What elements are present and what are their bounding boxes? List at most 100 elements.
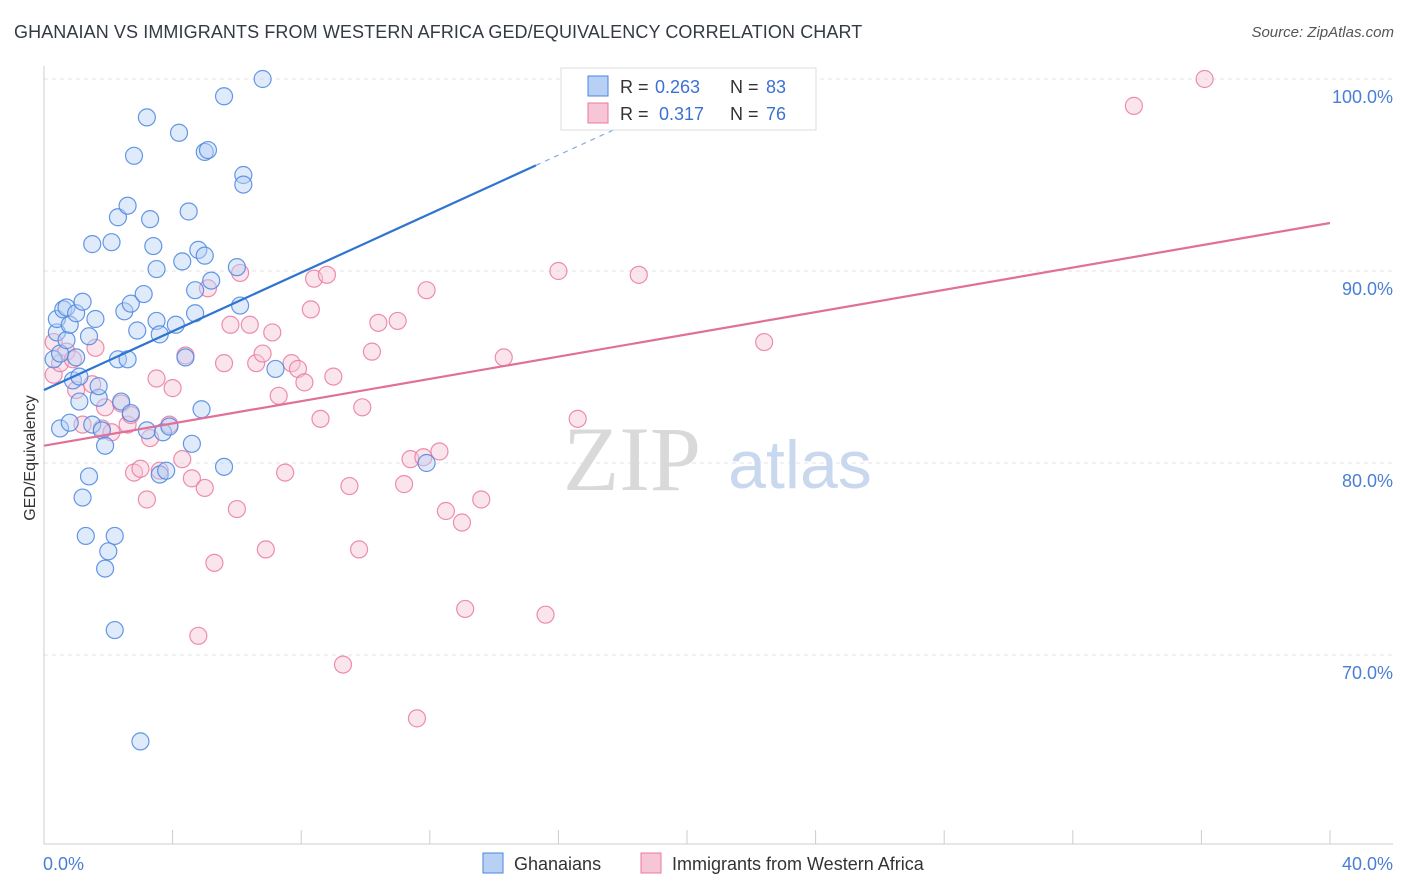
immigrants-point bbox=[494, 348, 513, 367]
immigrants-point bbox=[147, 369, 166, 388]
ghanaians-point bbox=[79, 327, 99, 346]
ghanaians-point bbox=[105, 620, 124, 640]
ghanaians-point bbox=[195, 142, 214, 162]
immigrants-point bbox=[240, 315, 259, 334]
immigrants-point bbox=[311, 409, 330, 428]
immigrants-point bbox=[362, 342, 382, 361]
x-tick-label-min: 0.0% bbox=[43, 854, 84, 874]
ghanaians-point bbox=[157, 461, 176, 480]
ghanaians-point bbox=[192, 400, 211, 419]
ghanaians-point bbox=[67, 304, 86, 323]
immigrants-point bbox=[256, 540, 275, 559]
ghanaians-point bbox=[86, 309, 105, 329]
ghanaians-point bbox=[134, 284, 153, 304]
immigrants-point bbox=[173, 450, 192, 469]
ghanaians-point bbox=[202, 271, 221, 290]
grid-lines bbox=[44, 78, 1393, 656]
immigrants-point bbox=[430, 442, 449, 461]
ghanaians-point bbox=[73, 488, 92, 507]
legend-label-immigrants: Immigrants from Western Africa bbox=[672, 854, 925, 874]
ghanaians-point bbox=[60, 315, 79, 334]
immigrants-point bbox=[189, 626, 208, 645]
source-credit: Source: ZipAtlas.com bbox=[1251, 24, 1394, 41]
immigrants-point bbox=[276, 463, 295, 482]
immigrants-point bbox=[195, 478, 214, 498]
immigrants-point bbox=[340, 476, 359, 496]
stats-r-value-1: 0.263 bbox=[655, 77, 700, 97]
ghanaians-point bbox=[227, 258, 246, 277]
ghanaians-point bbox=[186, 281, 205, 300]
ghanaians-point bbox=[214, 457, 234, 476]
ghanaians-point bbox=[198, 140, 218, 160]
immigrants-point bbox=[536, 605, 555, 624]
stats-swatch-pink bbox=[587, 102, 609, 124]
ghanaians-point bbox=[124, 146, 144, 165]
y-tick-label: 100.0% bbox=[1332, 87, 1393, 107]
ghanaians-point bbox=[147, 311, 166, 331]
immigrants-point bbox=[227, 499, 246, 519]
stats-r-label-1: R = bbox=[620, 77, 649, 97]
immigrants-point bbox=[150, 461, 169, 480]
ghanaians-point bbox=[128, 321, 147, 340]
trend-lines bbox=[43, 117, 1331, 447]
stats-n-value-1: 83 bbox=[766, 77, 786, 97]
immigrants-point bbox=[353, 398, 372, 417]
ghanaians-point bbox=[57, 331, 76, 350]
ghanaians-point bbox=[417, 453, 436, 473]
immigrants-point bbox=[1195, 69, 1214, 89]
ghanaians-point bbox=[121, 294, 140, 313]
ghanaians-point bbox=[160, 417, 179, 436]
legend-swatch-immigrants bbox=[640, 852, 662, 874]
immigrants-point bbox=[131, 459, 150, 478]
immigrants-point bbox=[137, 490, 156, 509]
ghanaians-point bbox=[182, 434, 201, 453]
immigrants-point bbox=[182, 469, 201, 488]
y-tick-label: 70.0% bbox=[1342, 663, 1393, 683]
ghanaians-point bbox=[131, 732, 150, 751]
immigrants-point bbox=[414, 448, 433, 467]
ghanaians-point bbox=[144, 236, 163, 256]
ghanaians-point bbox=[214, 87, 234, 106]
immigrants-point bbox=[755, 332, 774, 352]
immigrants-point bbox=[295, 373, 314, 392]
ghanaians-point bbox=[57, 298, 76, 317]
ghanaians-point bbox=[102, 233, 121, 252]
stats-r-label-2: R = bbox=[620, 104, 649, 124]
immigrants-point bbox=[253, 344, 272, 363]
immigrants-point bbox=[407, 709, 427, 728]
ghanaians-point bbox=[83, 415, 102, 434]
immigrants-point bbox=[221, 315, 240, 334]
ghanaians-point bbox=[83, 235, 102, 254]
ghanaians-point bbox=[234, 175, 253, 194]
ghanaians-point bbox=[79, 467, 99, 486]
ghanaians-point bbox=[176, 348, 195, 367]
stats-box: R = 0.263 N = 83 R = 0.317 N = 76 bbox=[560, 67, 817, 131]
ghanaians-point bbox=[195, 246, 214, 265]
watermark-atlas: atlas bbox=[728, 427, 872, 503]
ghanaians-point bbox=[169, 123, 189, 142]
immigrants-point bbox=[369, 313, 388, 332]
immigrants-point bbox=[231, 263, 250, 283]
immigrants-point bbox=[452, 513, 472, 532]
immigrants-point bbox=[349, 540, 369, 559]
immigrants-point bbox=[1124, 96, 1143, 115]
immigrants-point bbox=[568, 409, 587, 428]
immigrants-point bbox=[388, 311, 407, 331]
immigrants-point bbox=[269, 386, 288, 405]
ghanaians-trend-line bbox=[43, 164, 537, 392]
ghanaians-point bbox=[89, 377, 108, 396]
watermark-zip: ZIP bbox=[563, 408, 701, 510]
series-immigrants-points bbox=[44, 69, 1214, 728]
ghanaians-point bbox=[50, 419, 70, 438]
immigrants-point bbox=[67, 380, 86, 400]
ghanaians-point bbox=[173, 252, 192, 271]
x-tick-label-max: 40.0% bbox=[1342, 854, 1393, 874]
y-tick-label: 90.0% bbox=[1342, 279, 1393, 299]
immigrants-point bbox=[317, 265, 337, 284]
ghanaians-point bbox=[253, 69, 272, 89]
series-ghanaians-points bbox=[44, 69, 436, 751]
ghanaians-point bbox=[67, 348, 86, 367]
y-axis-label: GED/Equivalency bbox=[22, 395, 39, 520]
ghanaians-point bbox=[73, 292, 92, 311]
